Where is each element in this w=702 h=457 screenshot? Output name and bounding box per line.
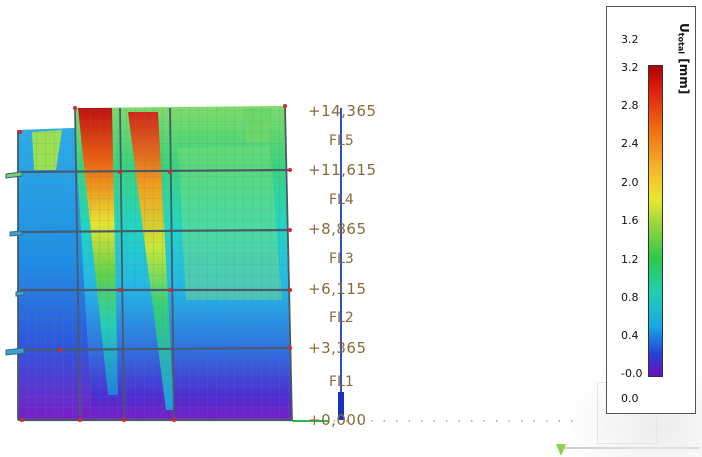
level-label-14365: +14,365 [308, 102, 377, 120]
legend-tick: 0.8 [621, 291, 639, 304]
legend-title-symbol: U [677, 23, 691, 33]
floor-label-fl4: FL4 [329, 192, 354, 208]
floor-label-fl3: FL3 [329, 251, 354, 267]
level-label-8865: +8,865 [308, 220, 367, 238]
floor-label-fl2: FL2 [329, 310, 354, 326]
level-label-6115: +6,115 [308, 280, 367, 298]
legend-tick: 1.2 [621, 253, 639, 266]
level-label-11615: +11,615 [308, 161, 377, 179]
legend-title-sub: total [676, 32, 686, 55]
legend-color-bar [648, 65, 663, 377]
legend-title-unit: [mm] [677, 54, 691, 95]
legend-tick: 1.6 [621, 214, 639, 227]
floor-label-fl1: FL1 [329, 374, 354, 390]
legend-tick: 2.4 [621, 137, 639, 150]
level-label-3365: +3,365 [308, 339, 367, 357]
floor-label-fl5: FL5 [329, 133, 354, 149]
legend-tick: 2.8 [621, 99, 639, 112]
legend-tick: 2.0 [621, 176, 639, 189]
color-legend: 3.2 Utotal [mm] 3.2 2.8 2.4 2.0 1.6 1.2 … [606, 6, 696, 414]
level-label-0000: +0,000 [308, 411, 367, 429]
legend-top-value: 3.2 [621, 33, 639, 46]
legend-bottom-value: 0.0 [621, 392, 639, 405]
legend-title: Utotal [mm] [669, 23, 691, 95]
legend-tick: 0.4 [621, 329, 639, 342]
legend-tick: 3.2 [621, 61, 639, 74]
legend-tick: -0.0 [621, 367, 643, 380]
